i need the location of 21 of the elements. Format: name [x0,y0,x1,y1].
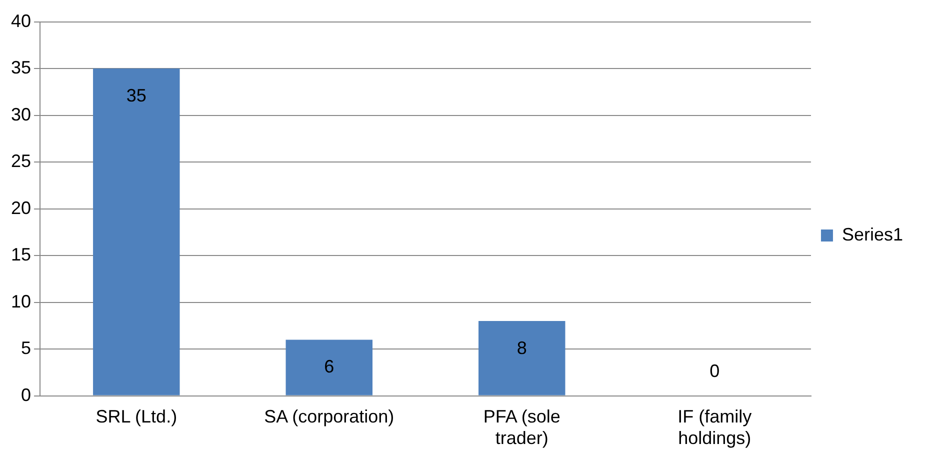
y-tick-label: 20 [10,198,32,218]
y-tick-label: 30 [10,104,32,124]
y-tick-label: 15 [10,244,32,265]
x-tick-label: PFA (sole trader) [483,406,560,448]
bar [478,321,566,396]
bar [93,68,180,396]
data-label: 0 [710,360,720,381]
x-tick-label: SA (corporation) [264,406,394,427]
y-tick-label: 10 [10,291,32,312]
y-tick-label: 35 [10,58,32,78]
data-label: 6 [324,356,334,377]
y-tick-label: 0 [21,384,32,405]
x-tick-label: SRL (Ltd.) [96,406,178,427]
data-label: 8 [516,338,527,358]
x-tick-label: IF (family holdings) [678,406,752,448]
y-tick-label: 5 [21,338,32,358]
y-tick-label: 40 [10,10,32,31]
y-tick-label: 25 [10,151,32,172]
legend-label: Series1 [842,224,903,244]
bar [286,340,372,396]
data-label: 35 [126,86,146,106]
